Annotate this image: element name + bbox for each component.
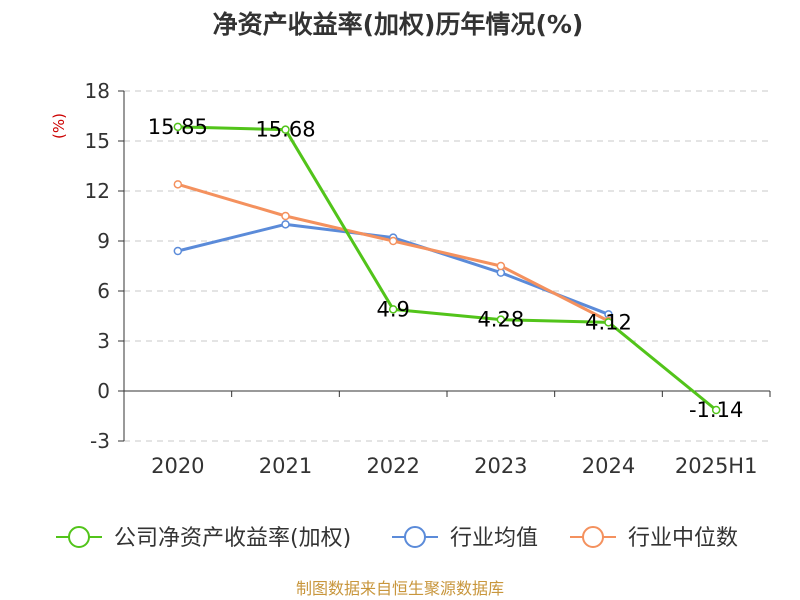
data-point bbox=[281, 220, 290, 229]
x-tick-label: 2020 bbox=[151, 454, 204, 478]
y-tick-label: 12 bbox=[85, 179, 110, 203]
legend-item[interactable]: 行业均值 bbox=[392, 526, 538, 551]
data-point bbox=[173, 122, 183, 132]
y-tick-label: 18 bbox=[85, 79, 110, 103]
data-label: 4.28 bbox=[477, 308, 524, 332]
series-lines bbox=[177, 125, 718, 412]
data-point bbox=[496, 261, 506, 271]
y-tick-label: 6 bbox=[97, 279, 110, 303]
legend-swatch-marker bbox=[582, 526, 604, 548]
axes bbox=[118, 90, 771, 442]
y-tick-label: -3 bbox=[90, 429, 110, 453]
legend-item[interactable]: 公司净资产收益率(加权) bbox=[56, 526, 351, 551]
data-labels: 15.85 15.68 4.9 4.28 4.12 -1.14 bbox=[148, 115, 744, 422]
grid-lines bbox=[124, 90, 770, 442]
legend-label: 行业均值 bbox=[450, 526, 538, 551]
y-tick-labels: -3 0 3 6 9 12 15 18 bbox=[85, 79, 110, 453]
x-tick-labels: 2020 2021 2022 2023 2024 2025H1 bbox=[151, 454, 757, 478]
data-point bbox=[388, 305, 398, 314]
legend[interactable]: 公司净资产收益率(加权) 行业均值 行业中位数 bbox=[56, 526, 738, 551]
y-tick-label: 0 bbox=[97, 379, 110, 403]
data-label: 4.9 bbox=[376, 297, 409, 321]
data-label: 4.12 bbox=[585, 310, 632, 334]
y-tick-label: 3 bbox=[97, 329, 110, 353]
data-point bbox=[173, 180, 183, 189]
x-tick-label: 2023 bbox=[474, 454, 527, 478]
data-point bbox=[281, 125, 290, 134]
chart-title: 净资产收益率(加权)历年情况(%) bbox=[213, 10, 584, 39]
y-tick-label: 9 bbox=[97, 229, 110, 253]
data-point bbox=[496, 315, 506, 324]
legend-swatch-marker bbox=[68, 526, 90, 548]
data-point bbox=[173, 246, 183, 256]
x-tick-label: 2025H1 bbox=[675, 454, 758, 478]
source-note: 制图数据来自恒生聚源数据库 bbox=[296, 579, 504, 598]
data-point bbox=[604, 318, 613, 327]
y-tick-label: 15 bbox=[85, 129, 110, 153]
x-tick-label: 2021 bbox=[259, 454, 312, 478]
data-label: -1.14 bbox=[689, 398, 743, 422]
legend-label: 行业中位数 bbox=[628, 526, 738, 551]
series-points bbox=[173, 122, 721, 415]
data-label: 15.85 bbox=[148, 115, 208, 139]
legend-label: 公司净资产收益率(加权) bbox=[114, 526, 351, 551]
x-tick-label: 2024 bbox=[582, 454, 635, 478]
data-label: 15.68 bbox=[255, 118, 315, 142]
series-line bbox=[177, 125, 718, 412]
data-point bbox=[711, 405, 721, 415]
data-point bbox=[388, 236, 398, 246]
legend-item[interactable]: 行业中位数 bbox=[570, 526, 738, 551]
x-tick-label: 2022 bbox=[366, 454, 419, 478]
data-point bbox=[281, 211, 290, 221]
y-axis-unit: (%) bbox=[50, 113, 68, 139]
legend-swatch-marker bbox=[404, 526, 426, 548]
